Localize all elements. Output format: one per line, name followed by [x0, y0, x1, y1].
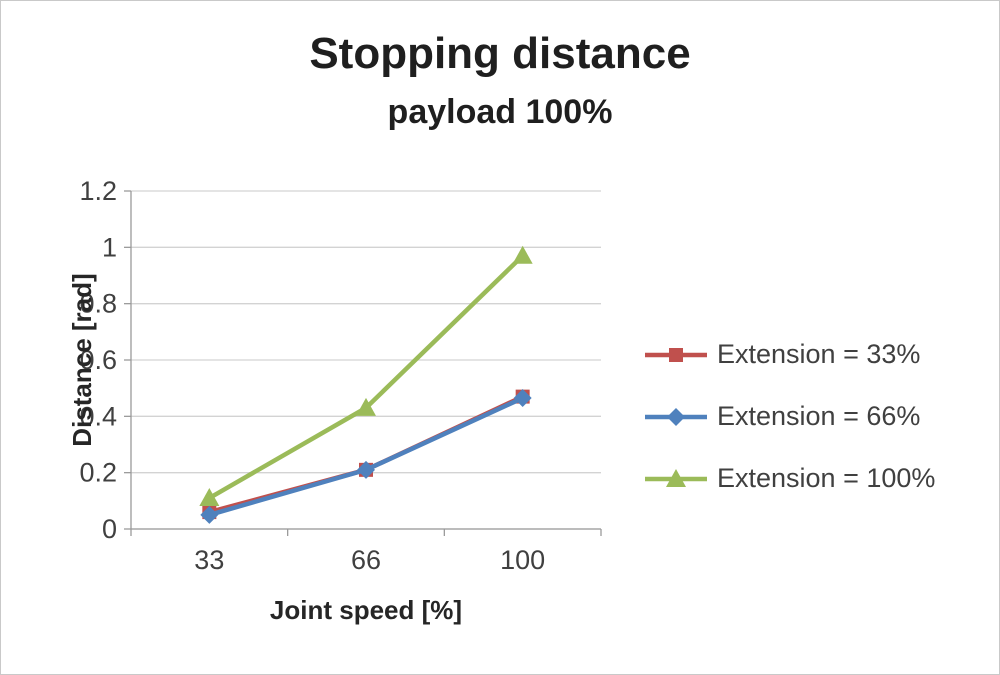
diamond-marker-icon: [357, 460, 375, 479]
y-tick-label: 0.2: [79, 458, 117, 488]
y-tick-label: 0.6: [79, 345, 117, 375]
y-tick-label: 1: [102, 232, 117, 262]
y-axis-title: Distance [rad]: [67, 273, 97, 446]
triangle-marker-icon: [666, 468, 686, 487]
y-tick-label: 0.8: [79, 289, 117, 319]
legend-label: Extension = 33%: [717, 339, 921, 369]
legend-label: Extension = 66%: [717, 401, 921, 431]
y-tick-label: 0: [102, 514, 117, 544]
diamond-marker-icon: [667, 407, 685, 426]
chart-title: Stopping distance: [309, 29, 691, 78]
triangle-marker-icon: [512, 245, 533, 264]
legend-marker-square-icon: [645, 347, 707, 362]
legend-marker-diamond-icon: [645, 407, 707, 426]
legend-item[interactable]: Extension = 66%: [643, 401, 935, 432]
triangle-marker-icon: [356, 397, 376, 416]
x-tick-label: 100: [500, 545, 545, 575]
chart-subtitle: payload 100%: [387, 93, 613, 131]
diamond-marker-icon: [200, 505, 219, 524]
square-marker-icon: [669, 347, 683, 362]
diamond-marker-icon: [513, 389, 532, 408]
legend-label: Extension = 100%: [717, 463, 936, 493]
x-tick-label: 33: [194, 545, 224, 575]
x-tick-label: 66: [351, 545, 381, 575]
y-tick-label: 1.2: [79, 176, 117, 206]
legend-marker-triangle-icon: [645, 468, 707, 487]
legend-item[interactable]: Extension = 33%: [643, 339, 935, 370]
triangle-marker-icon: [199, 488, 220, 507]
legend: Extension = 33% Extension = 66% Extensio…: [643, 339, 935, 494]
x-axis-title: Joint speed [%]: [270, 595, 462, 625]
y-tick-label: 0.4: [79, 401, 117, 431]
legend-item[interactable]: Extension = 100%: [643, 463, 935, 494]
